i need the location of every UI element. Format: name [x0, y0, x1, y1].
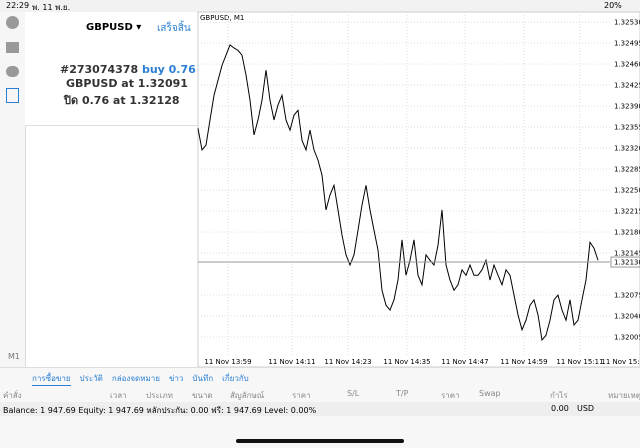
tab[interactable]: เกี่ยวกับ: [222, 374, 249, 383]
tabs: การซื้อขาย ประวัติ กล่องจดหมาย ข่าว บันทึก เก…: [32, 372, 249, 386]
column-header: คำสั่ง: [3, 391, 22, 400]
x-tick-label: 11 Nov 14:59: [500, 358, 547, 366]
column-header: กำไร: [550, 391, 568, 400]
chart-title: GBPUSD, M1: [200, 14, 244, 22]
order-panel: [25, 12, 197, 126]
column-header: ราคา: [292, 391, 311, 400]
chart-frame: [197, 11, 640, 368]
balance-row: [0, 402, 640, 416]
date: พ. 11 พ.ย.: [32, 3, 71, 12]
y-tick-label: 1.32005: [614, 334, 640, 342]
y-tick-label: 1.32215: [614, 208, 640, 216]
x-tick-label: 11 Nov 14:23: [324, 358, 371, 366]
column-header: T/P: [396, 389, 409, 398]
column-header: S/L: [347, 389, 360, 398]
x-tick-label: 11 Nov 15:23: [601, 358, 640, 366]
chat-icon[interactable]: [6, 66, 19, 77]
y-tick-label: 1.32145: [614, 250, 640, 258]
x-tick-label: 11 Nov 15:11: [556, 358, 603, 366]
x-tick-label: 11 Nov 14:35: [383, 358, 430, 366]
y-tick-label: 1.32040: [614, 313, 640, 321]
y-tick-label: 1.32530: [614, 19, 640, 27]
tab[interactable]: กล่องจดหมาย: [111, 374, 160, 383]
column-header: ประเภท: [146, 391, 173, 400]
ticket: #273074378: [60, 63, 139, 76]
side: buy 0.76: [141, 63, 196, 76]
y-tick-label: 1.32320: [614, 145, 640, 153]
y-tick-label: 1.32355: [614, 124, 640, 132]
battery: 20%: [604, 1, 622, 10]
column-header: ขนาด: [192, 391, 213, 400]
tab[interactable]: การซื้อขาย: [32, 372, 71, 386]
y-tick-label: 1.32075: [614, 292, 640, 300]
y-tick-label: 1.32495: [614, 40, 640, 48]
done-button[interactable]: เสร็จสิ้น: [157, 23, 191, 34]
column-header: ราคา: [441, 391, 460, 400]
symbol-text: GBPUSD: [86, 22, 133, 33]
column-header: เวลา: [110, 391, 127, 400]
quotes-icon[interactable]: [6, 42, 19, 53]
open-price: GBPUSD at 1.32091: [66, 77, 188, 90]
current-price-box: [610, 256, 640, 268]
x-tick-label: 11 Nov 14:11: [268, 358, 315, 366]
order-icon[interactable]: [6, 88, 19, 103]
column-header: หมายเหตุ: [608, 391, 640, 400]
y-tick-label: 1.32460: [614, 61, 640, 69]
y-tick-label: 1.32390: [614, 103, 640, 111]
x-tick-label: 11 Nov 14:47: [441, 358, 488, 366]
tab[interactable]: บันทึก: [192, 374, 214, 383]
home-indicator: [236, 439, 404, 443]
y-tick-label: 1.32425: [614, 82, 640, 90]
x-tick-label: 11 Nov 13:59: [204, 358, 251, 366]
status-bar: [0, 0, 640, 12]
y-tick-label: 1.32250: [614, 187, 640, 195]
column-header: สัญลักษณ์: [230, 391, 265, 400]
tab[interactable]: ข่าว: [168, 374, 184, 383]
currency: USD: [577, 404, 595, 413]
symbol[interactable]: GBPUSD ▾: [86, 22, 142, 33]
column-header: Swap: [479, 389, 501, 398]
balance: Balance: 1 947.69 Equity: 1 947.69 หลักป…: [3, 406, 317, 415]
close-price: ปิด 0.76 at 1.32128: [64, 94, 180, 107]
clock: 22:29: [6, 1, 30, 10]
current-price-label: 1.32130: [614, 259, 640, 267]
y-tick-label: 1.32180: [614, 229, 640, 237]
tab[interactable]: ประวัติ: [79, 374, 103, 383]
timeframe[interactable]: M1: [8, 352, 20, 361]
price-line: [197, 44, 599, 342]
profit: 0.00: [551, 404, 569, 413]
account-icon[interactable]: [6, 16, 19, 29]
order-line: #273074378 buy 0.76: [60, 63, 196, 76]
y-tick-label: 1.32285: [614, 166, 640, 174]
